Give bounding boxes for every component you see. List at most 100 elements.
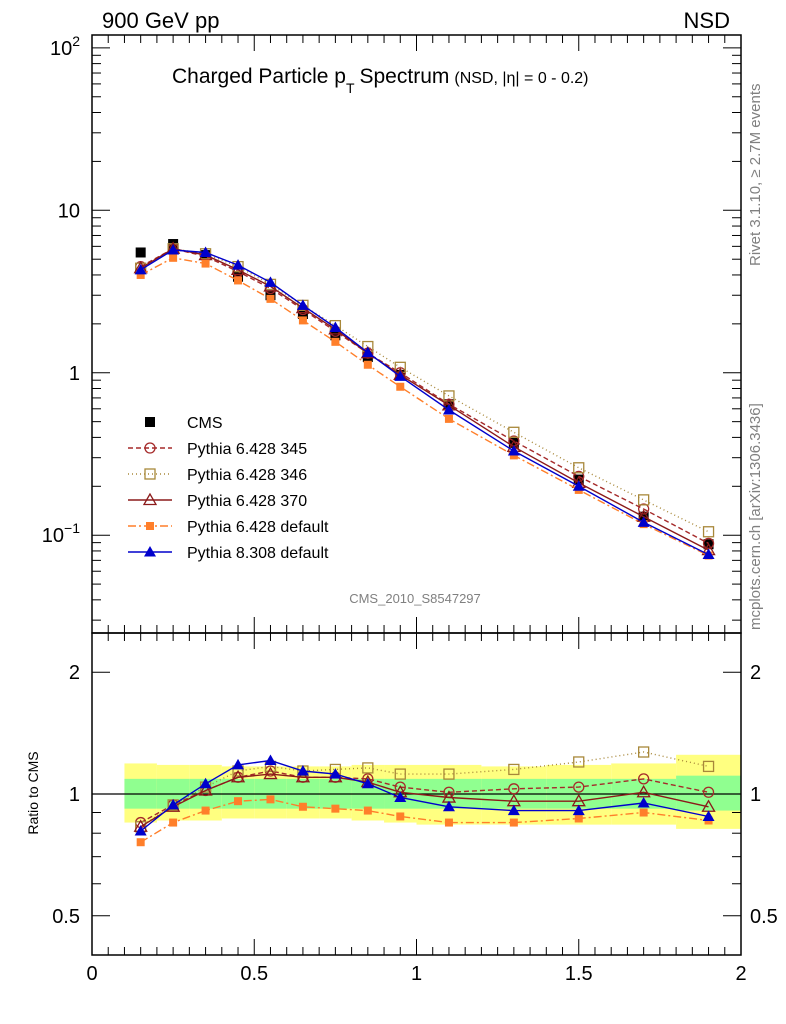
- ratio-point-p6def-2: [201, 806, 210, 815]
- main-point-p8def-2: [199, 246, 212, 257]
- title-extra: (NSD, |η| = 0 - 0.2): [454, 70, 588, 87]
- ratio-y-tick-label-left-1: 1: [69, 784, 80, 806]
- main-line-p8def: [140, 249, 709, 556]
- legend-label-p6def: Pythia 6.428 default: [187, 519, 329, 536]
- ratio-point-p8def-0: [134, 825, 147, 836]
- legend-label-p346: Pythia 6.428 346: [187, 467, 307, 484]
- ratio-uncertainty-bands: [124, 754, 741, 829]
- main-point-p8def-1: [167, 243, 180, 255]
- ratio-point-p345-10: [508, 783, 520, 795]
- x-tick-label-2: 1: [411, 963, 422, 985]
- title-sub: T: [346, 80, 355, 96]
- ratio-point-p6def-11: [574, 814, 583, 823]
- x-tick-label-3: 1.5: [565, 963, 593, 985]
- main-y-tick-label-3: 10−1: [42, 520, 80, 547]
- legend-label-cms: CMS: [187, 415, 223, 432]
- main-y-tick-base-0: 10: [50, 38, 72, 60]
- main-panel-frame: [91, 34, 742, 634]
- ratio-point-p346-8: [394, 768, 406, 780]
- legend-entry-p6def: Pythia 6.428 default: [128, 519, 329, 536]
- main-point-p345-12: [638, 503, 650, 515]
- main-point-p346-11: [573, 462, 585, 474]
- main-y-tick-base-3: 10: [42, 525, 64, 547]
- ratio-y-tick-label-right-1: 1: [750, 784, 761, 806]
- ratio-point-p8def-6: [329, 768, 342, 779]
- ratio-point-p346-9: [443, 768, 455, 780]
- ratio-point-p8def-10: [507, 804, 520, 816]
- ratio-point-p6def-9: [444, 818, 453, 827]
- legend-label-p8def: Pythia 8.308 default: [187, 545, 329, 562]
- main-point-cms-11: [573, 474, 584, 485]
- ratio-point-p6def-8: [396, 812, 405, 821]
- ratio-y-tick-label-left-0: 2: [69, 662, 80, 684]
- ratio-point-p346-13: [702, 760, 715, 773]
- rivet-label: Rivet 3.1.10, ≥ 2.7M events: [747, 84, 764, 267]
- legend-entry-p346: Pythia 6.428 346: [128, 467, 307, 484]
- ratio-point-p8def-9: [442, 800, 455, 812]
- ratio-ylabel: Ratio to CMS: [25, 751, 41, 834]
- ratio-point-p8def-5: [296, 764, 309, 776]
- main-y-tick-sup-3: −1: [64, 520, 80, 536]
- ratio-point-p8def-1: [167, 798, 180, 810]
- main-point-p6def-7: [363, 360, 372, 369]
- ratio-point-p345-11: [573, 781, 585, 793]
- main-series-p8def: [134, 243, 715, 560]
- main-point-p6def-4: [266, 294, 275, 303]
- ratio-point-p6def-1: [169, 818, 178, 827]
- main-point-p8def-3: [232, 259, 245, 270]
- ratio-y-tick-label-right-0: 2: [750, 662, 761, 684]
- ratio-panel-series: [133, 746, 716, 847]
- ratio-y-tick-label-right-2: 0.5: [750, 906, 778, 928]
- main-point-p8def-0: [134, 263, 147, 275]
- ratio-point-p8def-4: [264, 754, 277, 766]
- main-point-cms-0: [135, 247, 146, 258]
- main-y-tick-base-1: 10: [58, 200, 80, 222]
- ratio-point-p8def-2: [199, 777, 212, 789]
- ratio-point-p6def-7: [363, 806, 372, 815]
- main-point-cms-6: [330, 330, 341, 341]
- analysis-label: CMS_2010_S8547297: [349, 591, 481, 606]
- header-right-label: NSD: [684, 8, 730, 33]
- main-point-p6def-1: [169, 253, 178, 262]
- main-point-p346-9: [443, 390, 455, 402]
- main-point-p6def-2: [201, 259, 210, 268]
- ratio-point-p370-2: [198, 783, 213, 796]
- legend-entry-p8def: Pythia 8.308 default: [128, 545, 329, 562]
- ratio-point-p8def-7: [361, 777, 374, 789]
- ratio-point-p370-5: [295, 769, 311, 783]
- main-point-p346-13: [702, 526, 715, 538]
- main-point-p8def-4: [264, 276, 277, 287]
- main-point-cms-10: [508, 437, 519, 448]
- band-inner-13: [676, 775, 741, 811]
- ratio-point-p370-12: [636, 784, 651, 798]
- ratio-point-p370-4: [263, 766, 278, 780]
- legend-marker-p8def: [144, 546, 156, 557]
- main-point-p345-13: [702, 537, 715, 550]
- main-y-tick-sup-0: 2: [72, 33, 80, 49]
- ratio-point-p6def-4: [266, 795, 275, 804]
- main-point-p6def-9: [444, 414, 453, 423]
- main-point-p6def-5: [298, 316, 307, 325]
- ratio-point-p346-7: [362, 762, 374, 774]
- ratio-line-p8def: [140, 759, 709, 832]
- ratio-point-p8def-13: [702, 810, 715, 821]
- main-point-p6def-6: [331, 337, 340, 346]
- main-point-p8def-11: [572, 480, 585, 491]
- main-point-p346-12: [638, 494, 650, 506]
- main-point-p8def-6: [329, 321, 342, 332]
- ratio-point-p8def-3: [232, 758, 245, 770]
- main-series-p6def: [136, 253, 713, 560]
- main-y-tick-base-2: 1: [69, 363, 80, 385]
- x-tick-label-1: 0.5: [240, 963, 268, 985]
- main-point-p8def-10: [507, 444, 520, 456]
- legend: CMS Pythia 6.428 345 Pythia 6.428 346 Pythi…: [128, 415, 329, 562]
- ratio-point-p6def-0: [136, 838, 145, 847]
- main-point-p8def-7: [361, 346, 374, 358]
- chart-title: Charged Particle pT Spectrum (NSD, |η| = 0…: [172, 65, 589, 96]
- ratio-point-p346-12: [638, 746, 650, 758]
- ratio-point-p345-13: [702, 786, 715, 798]
- legend-label-p370: Pythia 6.428 370: [187, 493, 307, 510]
- main-point-p6def-3: [234, 276, 243, 285]
